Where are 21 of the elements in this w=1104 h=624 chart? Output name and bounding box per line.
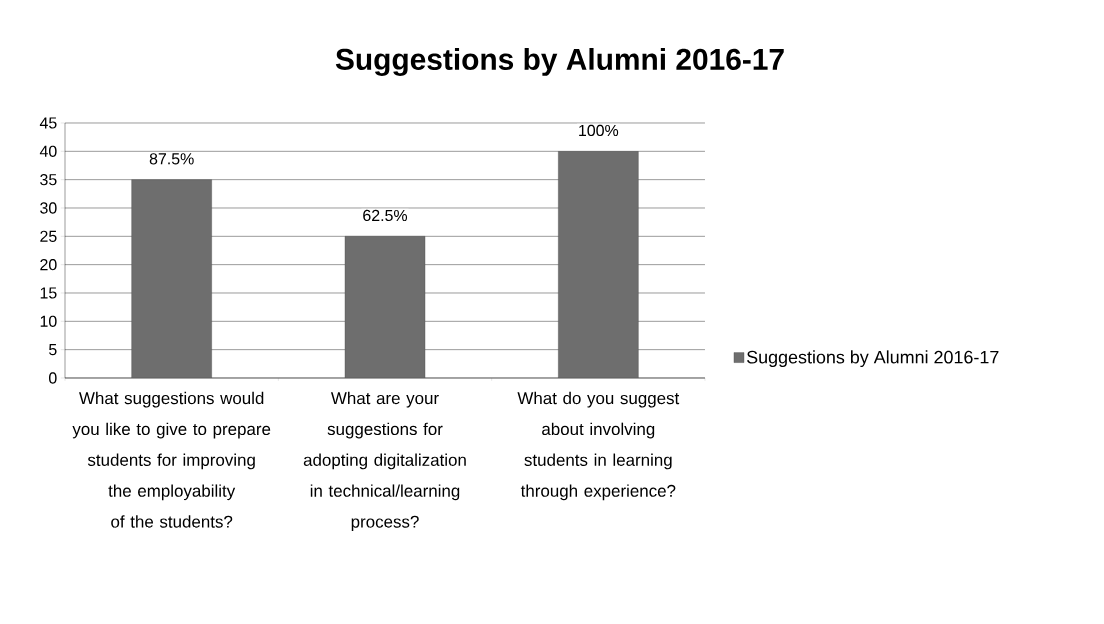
bar [131,179,212,378]
y-tick-label: 35 [40,174,57,186]
x-tick-label: What suggestions would you like to give to prepare students for improving the employability of the students? [72,391,271,528]
bar [558,151,639,378]
x-tick-label: What are your suggestions for adopting digitalization in technical/learning process? [303,391,466,532]
annotation: 100% [579,124,619,137]
y-tick-label: 25 [40,230,57,242]
annotation: 62.5% [363,209,408,222]
y-tick-label: 5 [49,344,57,356]
y-tick-label: 20 [40,259,57,271]
y-tick-label: 40 [39,145,57,157]
legend-label: Suggestions by Alumni 2016-17 [746,350,999,368]
y-tick-label: 15 [40,287,57,299]
y-tick-label: 10 [40,315,57,327]
y-tick-label: 0 [49,372,57,384]
annotation: 87.5% [149,153,194,165]
x-tick-label: What do you suggest about involving students in learning through experience? [517,391,680,501]
bar [344,236,426,378]
chart-title: Suggestions by Alumni 2016-17 [335,47,784,76]
y-tick-label: 30 [40,202,57,214]
y-tick-label: 45 [39,117,57,129]
